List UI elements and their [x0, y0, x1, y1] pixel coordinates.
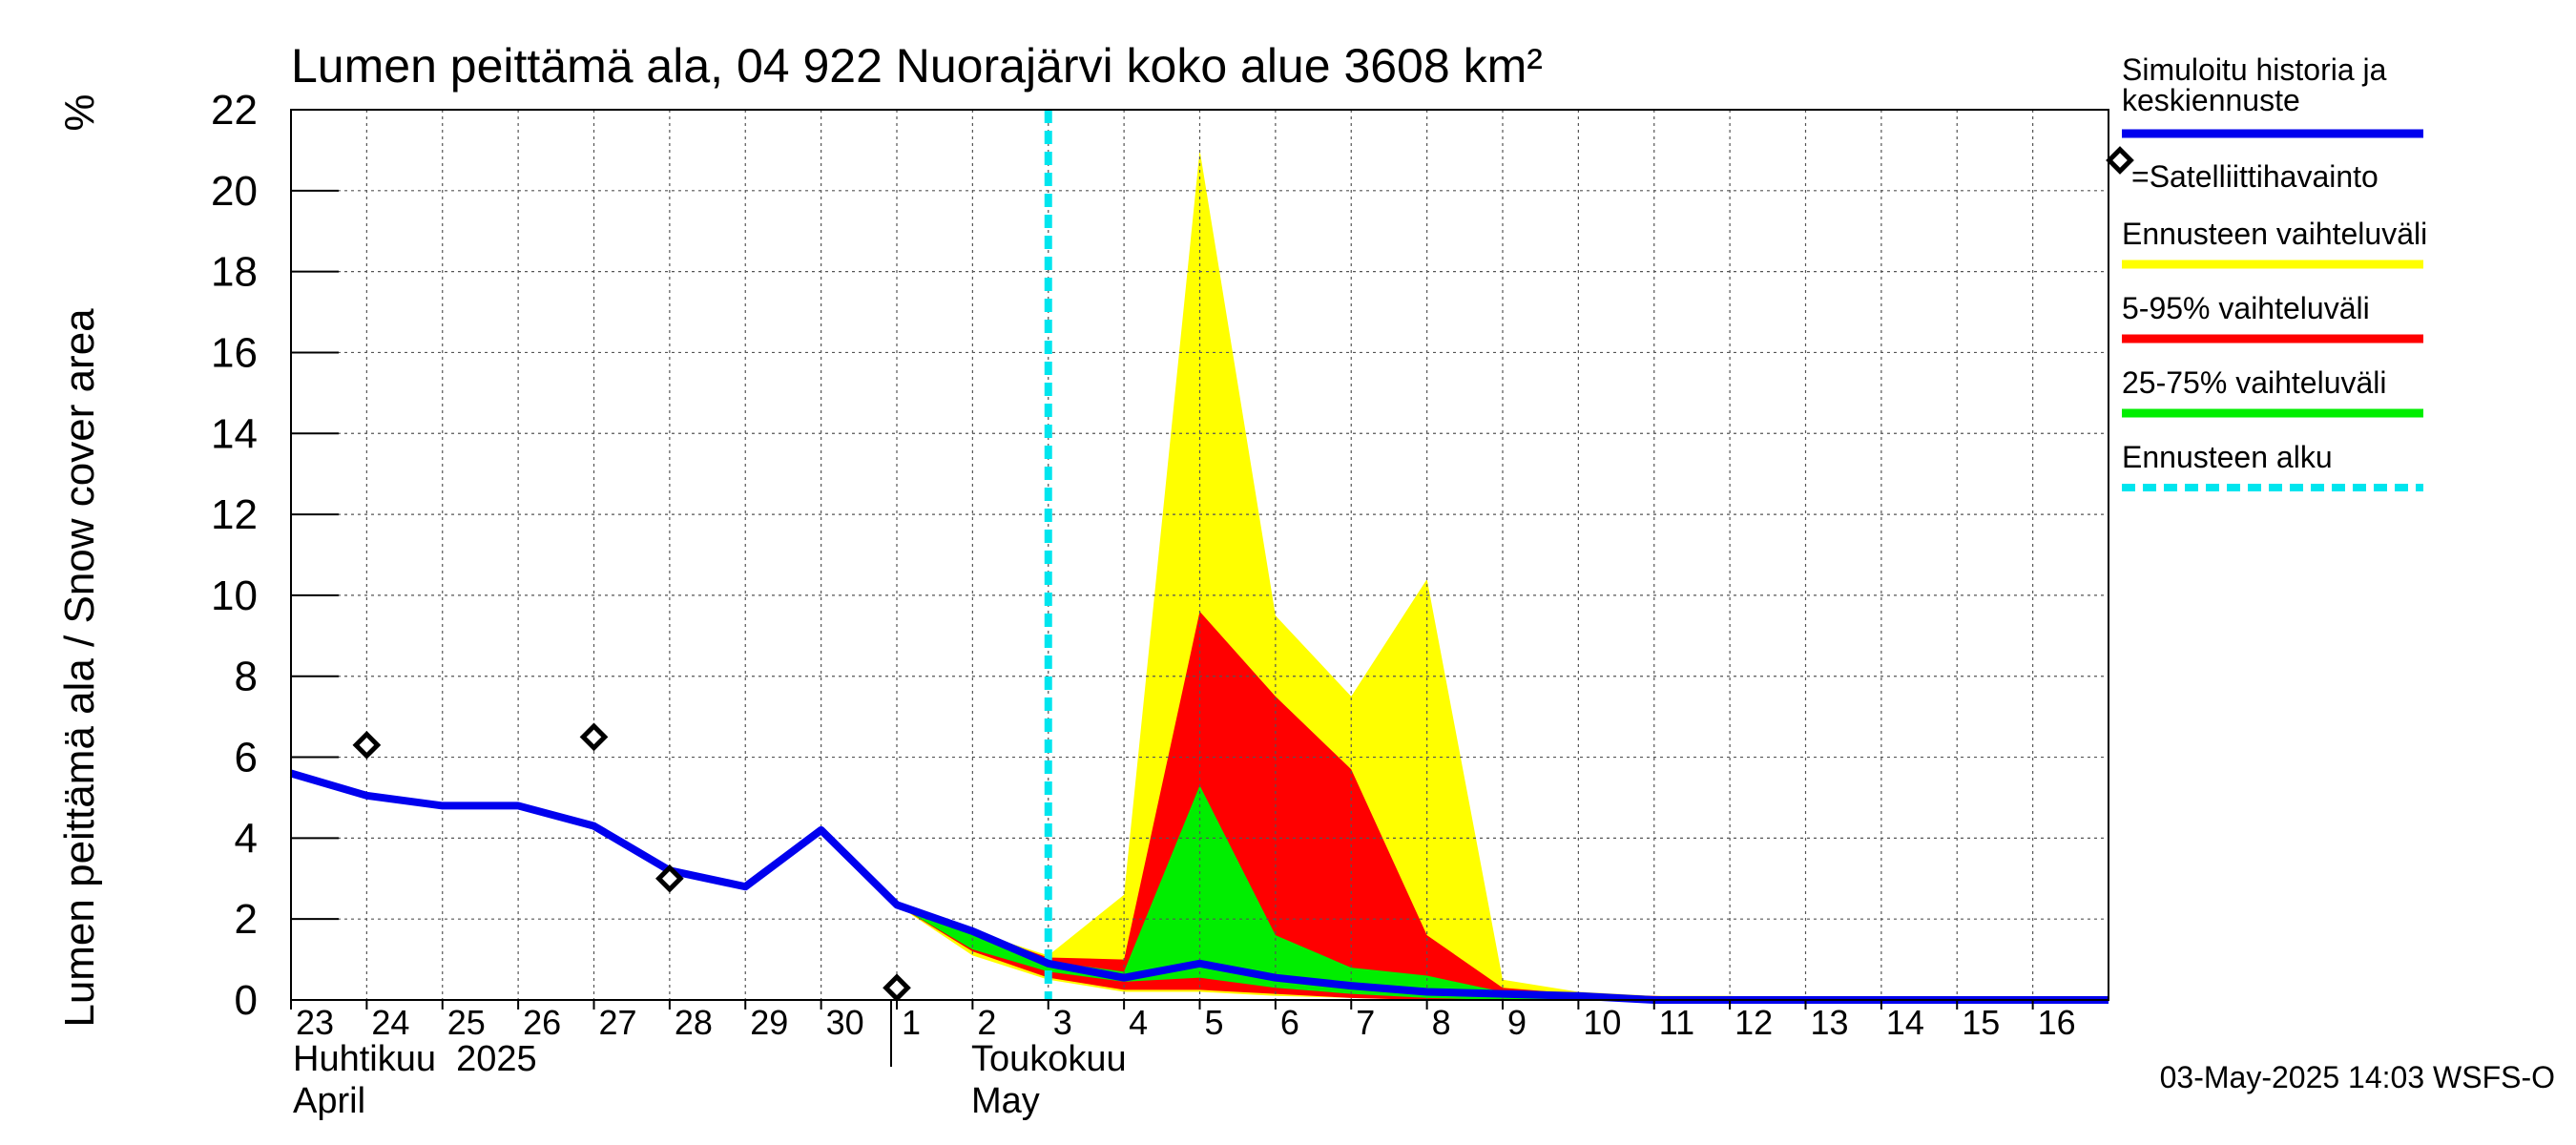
- month-label-april-en: April: [293, 1081, 365, 1121]
- x-tick-label-9: 2: [977, 1003, 996, 1042]
- x-tick-label-8: 1: [902, 1003, 921, 1042]
- satellite-observation-1: [579, 722, 609, 752]
- legend-label-median-line2: keskiennuste: [2122, 83, 2300, 117]
- footer-timestamp: 03-May-2025 14:03 WSFS-O: [2160, 1060, 2555, 1094]
- x-tick-label-2: 25: [447, 1003, 486, 1042]
- chart-title: Lumen peittämä ala, 04 922 Nuorajärvi ko…: [291, 39, 1543, 93]
- y-tick-label-6: 12: [211, 491, 258, 538]
- y-tick-label-7: 14: [211, 410, 258, 457]
- month-label-april-fi: Huhtikuu 2025: [293, 1039, 537, 1079]
- x-tick-label-11: 4: [1129, 1003, 1148, 1042]
- x-axis-ticks: 23 24 25 26 27 28 29 30 1 2 3 4 5 6 7 8 9 10 11 12 13 14 15 16: [290, 1000, 2076, 1067]
- satellite-observation-3: [883, 973, 911, 1003]
- y-axis-unit: %: [56, 94, 103, 131]
- x-tick-label-22: 15: [1962, 1003, 2000, 1042]
- x-tick-label-6: 29: [750, 1003, 788, 1042]
- x-tick-label-20: 13: [1811, 1003, 1849, 1042]
- satellite-observation-0: [352, 730, 382, 760]
- x-tick-label-5: 28: [675, 1003, 713, 1042]
- y-tick-label-2: 4: [235, 815, 258, 862]
- legend-label-median-line1: Simuloitu historia ja: [2122, 52, 2387, 87]
- y-axis-label: Lumen peittämä ala / Snow cover area: [56, 308, 103, 1028]
- satellite-observations: [352, 722, 911, 1003]
- legend-label-full-range: Ennusteen vaihteluväli: [2122, 217, 2427, 251]
- x-tick-label-13: 6: [1280, 1003, 1299, 1042]
- x-tick-label-17: 10: [1583, 1003, 1621, 1042]
- legend-label-satellite: =Satelliittihavainto: [2131, 159, 2379, 194]
- x-tick-label-3: 26: [523, 1003, 561, 1042]
- y-tick-label-1: 2: [235, 896, 258, 943]
- grid-lines: [291, 110, 2109, 1000]
- legend: Simuloitu historia ja keskiennuste =Sate…: [2106, 52, 2427, 491]
- x-tick-label-0: 23: [296, 1003, 334, 1042]
- month-labels: Huhtikuu 2025 April Toukokuu May: [293, 1039, 1127, 1121]
- legend-label-5-95: 5-95% vaihteluväli: [2122, 291, 2370, 325]
- x-tick-label-18: 11: [1659, 1003, 1694, 1042]
- y-tick-label-3: 6: [235, 735, 258, 781]
- y-tick-label-8: 16: [211, 329, 258, 376]
- x-tick-label-15: 8: [1432, 1003, 1451, 1042]
- x-tick-label-16: 9: [1507, 1003, 1527, 1042]
- x-tick-label-14: 7: [1356, 1003, 1375, 1042]
- y-axis-label-group: Lumen peittämä ala / Snow cover area %: [56, 94, 103, 1027]
- y-tick-label-9: 18: [211, 249, 258, 296]
- legend-label-forecast-start: Ennusteen alku: [2122, 440, 2333, 474]
- legend-marker-satellite: [2106, 146, 2134, 175]
- x-tick-label-19: 12: [1735, 1003, 1773, 1042]
- y-axis-ticks: 0 2 4 6 8 10 12 14 16 18 20 22: [211, 87, 339, 1024]
- x-tick-label-1: 24: [371, 1003, 409, 1042]
- y-tick-label-5: 10: [211, 572, 258, 619]
- x-tick-label-21: 14: [1886, 1003, 1924, 1042]
- satellite-observation-2: [655, 864, 684, 893]
- x-tick-label-23: 16: [2038, 1003, 2076, 1042]
- month-label-may-en: May: [971, 1081, 1040, 1121]
- x-tick-label-10: 3: [1053, 1003, 1072, 1042]
- month-label-may-fi: Toukokuu: [971, 1039, 1127, 1079]
- y-tick-label-0: 0: [235, 977, 258, 1024]
- y-tick-label-4: 8: [235, 654, 258, 700]
- legend-label-25-75: 25-75% vaihteluväli: [2122, 365, 2387, 400]
- x-tick-label-4: 27: [599, 1003, 637, 1042]
- y-tick-label-10: 20: [211, 168, 258, 215]
- x-tick-label-7: 30: [826, 1003, 864, 1042]
- y-tick-label-11: 22: [211, 87, 258, 134]
- x-tick-label-12: 5: [1205, 1003, 1224, 1042]
